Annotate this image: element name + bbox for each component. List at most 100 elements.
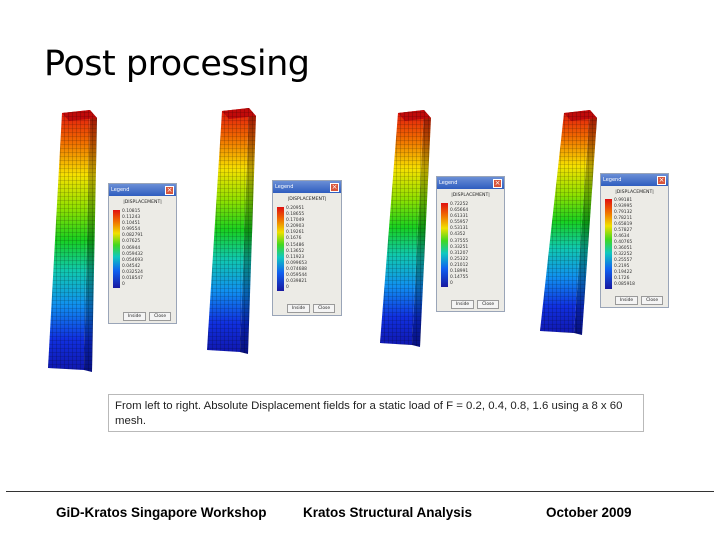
legend-value: 0.53131 <box>450 226 469 232</box>
column-shape-1 <box>48 110 97 372</box>
legend-value: 0.20951 <box>286 206 305 211</box>
legend-value: 0.2195 <box>614 264 630 269</box>
legend-values: 0.72252 0.65664 0.61331 0.55957 0.53131 … <box>450 202 468 287</box>
legend-value: 0.72252 <box>450 202 469 207</box>
legend-titlebar[interactable]: Legend × <box>601 174 668 186</box>
legend-window-3[interactable]: Legend × |DISPLACEMENT| 0.72252 0.65664 … <box>436 176 505 312</box>
legend-value: 0.25322 <box>450 256 469 262</box>
legend-value: 0.40765 <box>614 240 633 245</box>
legend-value: 0.33251 <box>450 244 469 250</box>
legend-value: 0.57827 <box>614 228 633 233</box>
legend-value: 0 <box>450 281 453 287</box>
legend-value: 0.99554 <box>122 227 141 233</box>
legend-values: 0.99181 0.93995 0.79132 0.78211 0.65819 … <box>614 198 635 288</box>
legend-value: 0.11243 <box>122 215 141 221</box>
legend-titlebar[interactable]: Legend × <box>109 184 176 196</box>
inside-button[interactable]: Inside <box>615 296 639 305</box>
legend-value: 0.082791 <box>122 233 143 239</box>
legend-value: 0.61331 <box>450 214 469 220</box>
legend-values: 0.20951 0.18655 0.17049 0.20903 0.19261 … <box>286 206 307 291</box>
legend-value: 0.099653 <box>286 260 307 266</box>
legend-value: 0.13652 <box>286 248 305 254</box>
legend-window-2[interactable]: Legend × |DISPLACEMENT| 0.20951 0.18655 … <box>272 180 342 316</box>
legend-value: 0.19261 <box>286 230 305 236</box>
legend-value: 0.17049 <box>286 218 305 224</box>
legend-value: 0.4634 <box>614 234 630 239</box>
legend-value: 0.4352 <box>450 232 466 238</box>
legend-header: |DISPLACEMENT| <box>123 200 162 205</box>
legend-title: Legend <box>275 184 294 190</box>
legend-value: 0.10815 <box>122 209 141 214</box>
legend-value: 0.99181 <box>614 198 633 203</box>
legend-value: 0.21012 <box>450 262 469 268</box>
legend-value: 0.018547 <box>122 276 143 282</box>
legend-values: 0.10815 0.11243 0.10451 0.99554 0.082791… <box>122 209 143 288</box>
figure-caption: From left to right. Absolute Displacemen… <box>108 394 644 432</box>
legend-value: 0.085918 <box>614 282 635 287</box>
legend-value: 0.06944 <box>122 245 141 251</box>
legend-value: 0.65664 <box>450 208 469 214</box>
legend-value: 0.04542 <box>122 263 141 269</box>
footer-right: October 2009 <box>546 505 632 520</box>
inside-button[interactable]: Inside <box>451 300 475 309</box>
footer-divider <box>6 491 714 492</box>
legend-value: 0.14755 <box>450 275 469 281</box>
legend-value: 0.20903 <box>286 224 305 230</box>
legend-value: 0.10451 <box>122 221 141 227</box>
legend-window-1[interactable]: Legend × |DISPLACEMENT| 0.10815 0.11243 … <box>108 183 177 324</box>
close-icon[interactable]: × <box>330 182 339 192</box>
inside-button[interactable]: Inside <box>123 312 147 321</box>
legend-value: 0.18991 <box>450 269 469 275</box>
legend-value: 0.059432 <box>122 251 143 257</box>
column-shape-3 <box>380 110 431 347</box>
legend-value: 0.1726 <box>614 276 630 281</box>
column-shape-2 <box>207 108 256 354</box>
legend-value: 0.78211 <box>614 216 633 221</box>
legend-header: |DISPLACEMENT| <box>451 193 490 198</box>
legend-value: 0.37555 <box>450 238 469 244</box>
legend-value: 0.93995 <box>614 204 633 209</box>
legend-value: 0.32252 <box>614 252 633 257</box>
legend-value: 0.19422 <box>614 270 633 275</box>
legend-value: 0.15486 <box>286 242 305 248</box>
close-button[interactable]: Close <box>149 312 172 321</box>
close-button[interactable]: Close <box>477 300 500 309</box>
legend-value: 0.65819 <box>614 222 633 227</box>
legend-value: 0.1676 <box>286 236 302 242</box>
legend-title: Legend <box>439 180 458 186</box>
legend-titlebar[interactable]: Legend × <box>437 177 504 189</box>
legend-header: |DISPLACEMENT| <box>287 197 327 202</box>
legend-value: 0.31207 <box>450 250 469 256</box>
close-icon[interactable]: × <box>165 185 174 195</box>
color-scale <box>605 199 612 289</box>
legend-value: 0.039821 <box>286 279 307 285</box>
legend-value: 0.07625 <box>122 239 141 245</box>
close-icon[interactable]: × <box>657 175 666 185</box>
color-scale <box>277 207 284 291</box>
legend-value: 0.79132 <box>614 210 633 215</box>
slide-title: Post processing <box>44 44 310 84</box>
color-scale <box>113 210 120 288</box>
legend-value: 0.054693 <box>122 257 143 263</box>
legend-value: 0.11923 <box>286 254 305 260</box>
legend-title: Legend <box>111 187 130 193</box>
inside-button[interactable]: Inside <box>287 304 311 313</box>
close-icon[interactable]: × <box>493 178 502 188</box>
legend-value: 0.55957 <box>450 220 469 226</box>
footer-center: Kratos Structural Analysis <box>303 505 473 520</box>
close-button[interactable]: Close <box>313 304 336 313</box>
legend-titlebar[interactable]: Legend × <box>273 181 341 193</box>
legend-header: |DISPLACEMENT| <box>615 190 654 195</box>
column-shape-4 <box>540 110 597 335</box>
legend-value: 0.074688 <box>286 266 307 272</box>
legend-value: 0.059544 <box>286 273 307 279</box>
legend-window-4[interactable]: Legend × |DISPLACEMENT| 0.99181 0.93995 … <box>600 173 669 308</box>
legend-value: 0.25557 <box>614 258 633 263</box>
legend-value: 0.032524 <box>122 269 143 275</box>
footer-left: GiD-Kratos Singapore Workshop <box>56 505 267 520</box>
close-button[interactable]: Close <box>641 296 664 305</box>
legend-title: Legend <box>603 177 622 183</box>
legend-value: 0 <box>286 285 289 291</box>
color-scale <box>441 203 448 287</box>
